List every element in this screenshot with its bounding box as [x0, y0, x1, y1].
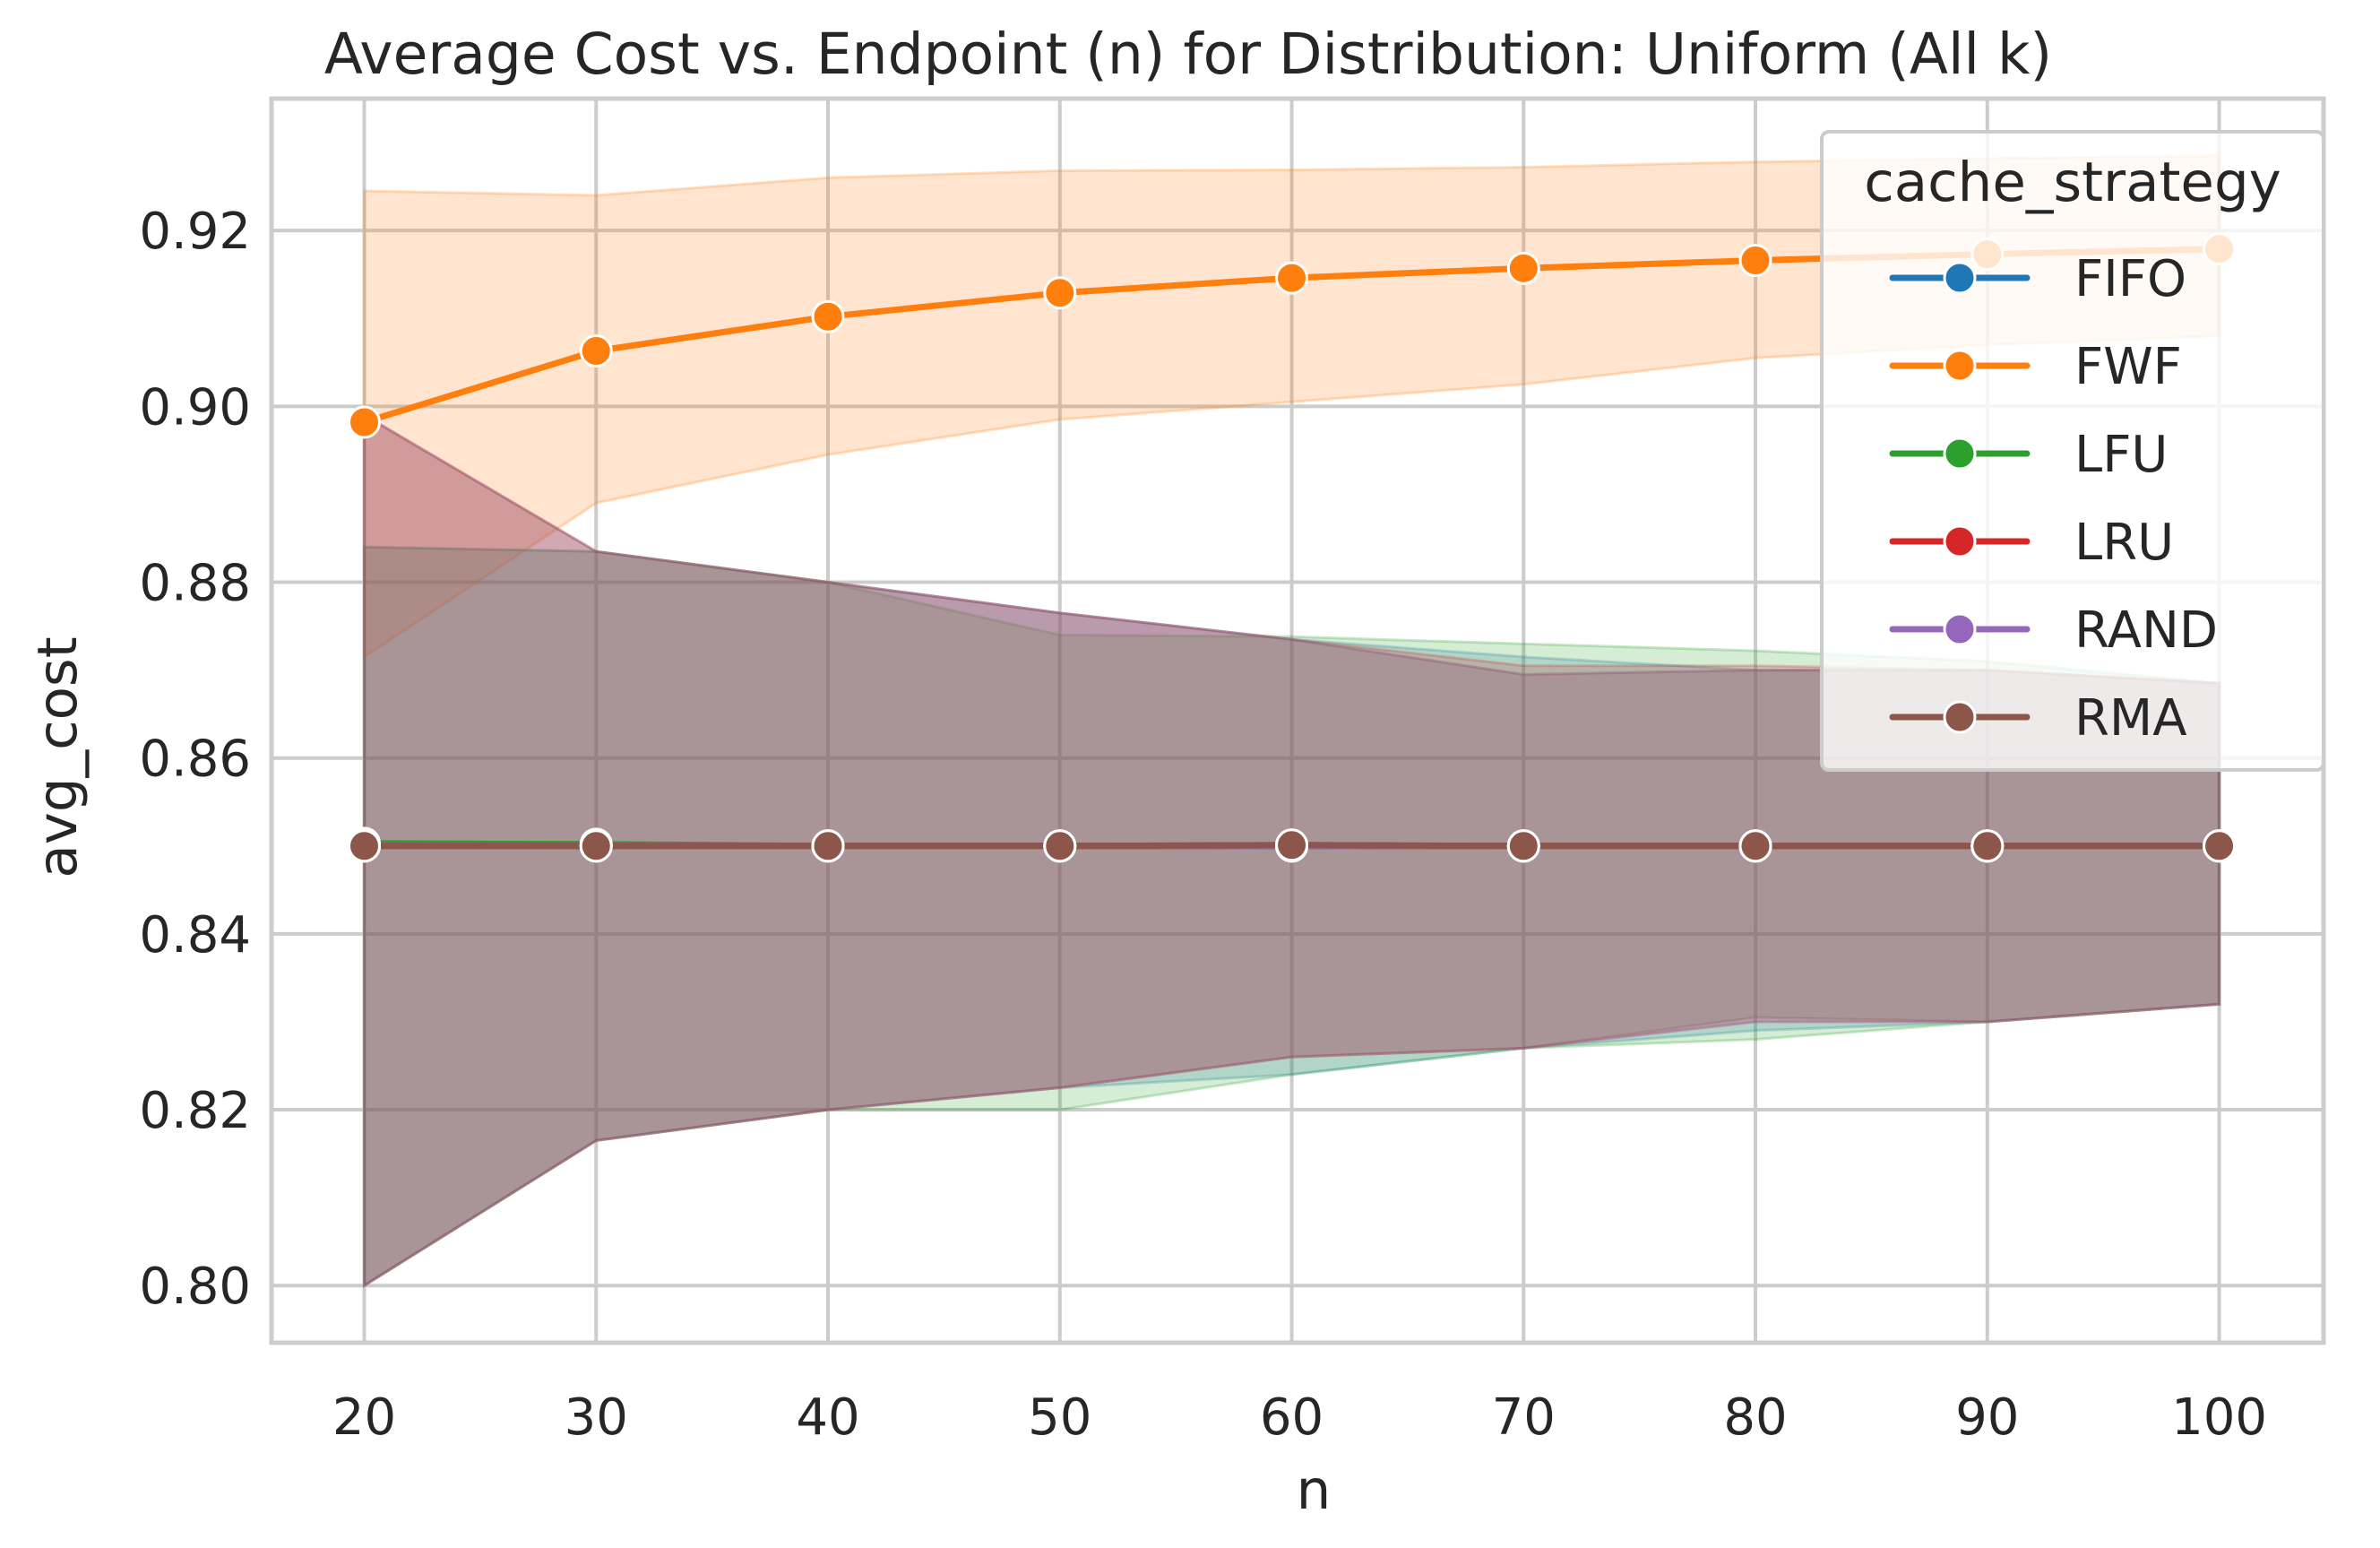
- legend-entries: FIFO FWF LFU LRU RAND RMA: [1889, 250, 2218, 748]
- ci-band-fifo: [363, 545, 2221, 1288]
- x-tick-label: 30: [565, 1388, 628, 1447]
- chart-title: Average Cost vs. Endpoint (n) for Distri…: [324, 22, 2052, 87]
- legend-marker: [1943, 437, 1977, 471]
- data-point-rma: [1738, 829, 1772, 863]
- legend-entry-lfu: LFU: [1889, 426, 2168, 484]
- data-point-fwf: [1275, 261, 1309, 295]
- legend-marker: [1943, 261, 1977, 295]
- data-point-fwf: [811, 299, 845, 333]
- legend-label: RMA: [2074, 689, 2187, 748]
- x-tick-labels: 20 30 40 50 60 70 80 90 100: [332, 1388, 2267, 1447]
- legend-label: FIFO: [2074, 250, 2186, 308]
- data-point-rma: [348, 829, 382, 863]
- legend-marker: [1943, 349, 1977, 383]
- y-tick-labels: 0.80 0.82 0.84 0.86 0.88 0.90 0.92: [139, 203, 251, 1316]
- y-tick-label: 0.82: [139, 1082, 251, 1140]
- y-tick-label: 0.88: [139, 555, 251, 613]
- x-axis-title: n: [1297, 1458, 1332, 1522]
- legend-label: LFU: [2074, 426, 2168, 484]
- legend: cache_strategy FIFO FWF LFU LRU RAND RMA: [1820, 130, 2325, 772]
- x-tick-label: 70: [1492, 1388, 1556, 1447]
- legend-label: FWF: [2074, 338, 2182, 396]
- data-point-fwf: [1738, 243, 1772, 277]
- data-point-rma: [1275, 828, 1309, 862]
- x-tick-label: 100: [2171, 1388, 2267, 1447]
- y-axis-title: avg_cost: [26, 636, 90, 878]
- legend-label: RAND: [2074, 601, 2218, 660]
- x-tick-label: 60: [1260, 1388, 1324, 1447]
- x-tick-label: 40: [796, 1388, 859, 1447]
- data-point-fwf: [1043, 276, 1077, 310]
- legend-marker: [1943, 524, 1977, 558]
- x-tick-label: 50: [1028, 1388, 1091, 1447]
- x-tick-label: 20: [332, 1388, 396, 1447]
- data-point-rma: [1506, 829, 1540, 863]
- series-markers: [348, 232, 2237, 863]
- ci-band-lfu: [363, 545, 2221, 1288]
- legend-box: [1820, 130, 2325, 772]
- legend-marker: [1943, 700, 1977, 734]
- data-point-rma: [2203, 829, 2237, 863]
- legend-entry-fifo: FIFO: [1889, 250, 2186, 308]
- data-point-rma: [811, 829, 845, 863]
- y-tick-label: 0.92: [139, 203, 251, 261]
- data-point-rma: [1970, 829, 2005, 863]
- data-point-fwf: [348, 405, 382, 439]
- legend-entry-fwf: FWF: [1889, 338, 2182, 396]
- data-point-rma: [579, 829, 613, 863]
- legend-marker: [1943, 612, 1977, 646]
- y-tick-label: 0.90: [139, 378, 251, 437]
- legend-entry-lru: LRU: [1889, 514, 2174, 572]
- legend-entry-rand: RAND: [1889, 601, 2218, 660]
- data-point-fwf: [1506, 251, 1540, 285]
- legend-entry-rma: RMA: [1889, 689, 2187, 748]
- data-point-rma: [1043, 829, 1077, 863]
- y-tick-label: 0.84: [139, 906, 251, 964]
- data-point-fwf: [579, 334, 613, 368]
- x-tick-label: 80: [1723, 1388, 1787, 1447]
- legend-label: LRU: [2074, 514, 2174, 572]
- x-tick-label: 90: [1955, 1388, 2019, 1447]
- y-tick-label: 0.86: [139, 731, 251, 789]
- legend-title: cache_strategy: [1864, 151, 2281, 214]
- y-tick-label: 0.80: [139, 1258, 251, 1316]
